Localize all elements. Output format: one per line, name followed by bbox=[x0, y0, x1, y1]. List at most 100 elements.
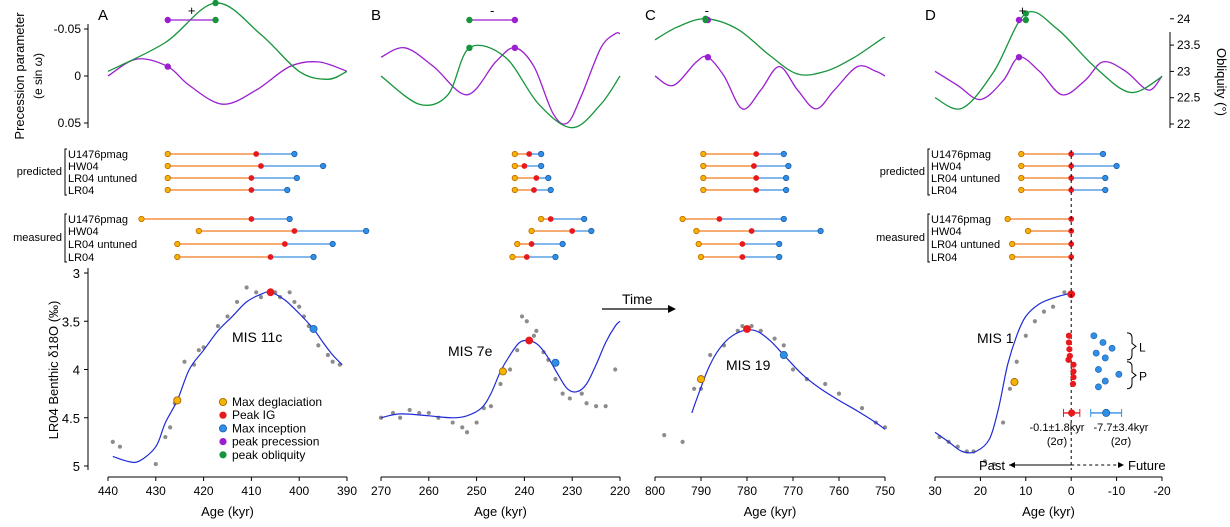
predicted-deglaciation-dot bbox=[1018, 150, 1025, 158]
predicted-model-name: LR04 bbox=[931, 185, 957, 197]
phase-precession-dot bbox=[164, 16, 171, 24]
d18o-axis-label: LR04 Benthic δ18O (‰) bbox=[46, 301, 61, 440]
panel-letter: C bbox=[645, 7, 656, 24]
max-deglaciation-marker bbox=[1010, 378, 1019, 387]
d18o-data-point bbox=[426, 410, 431, 416]
predicted-inception-dot bbox=[319, 162, 327, 170]
predicted-inception-dot bbox=[291, 150, 298, 158]
group-brace-label-L: L bbox=[1139, 340, 1146, 354]
predicted-inception-dot bbox=[1102, 186, 1109, 194]
x-tick-label: -10 bbox=[1108, 484, 1126, 498]
legend-swatch bbox=[218, 424, 227, 433]
precession-curve bbox=[107, 58, 348, 105]
obliquity-peak-marker bbox=[212, 0, 219, 7]
error-sigma: (2σ) bbox=[1111, 436, 1131, 448]
d18o-data-point bbox=[398, 415, 403, 420]
measured-model-name: LR04 bbox=[931, 252, 957, 264]
d18o-tick-label: 3 bbox=[73, 266, 80, 281]
measured-peak-dot bbox=[739, 254, 746, 260]
d18o-data-point bbox=[524, 319, 529, 324]
x-tick-label: 410 bbox=[241, 484, 261, 498]
d18o-data-point bbox=[1014, 359, 1019, 364]
predicted-deglaciation-dot bbox=[164, 150, 171, 158]
obliquity-tick-label: 22.5 bbox=[1177, 91, 1201, 105]
precession-axis-label: Precession parameter bbox=[12, 12, 27, 140]
predicted-inception-point bbox=[1092, 349, 1100, 357]
precession-curve bbox=[380, 32, 621, 125]
measured-inception-dot bbox=[363, 227, 370, 235]
d18o-data-point bbox=[859, 406, 865, 411]
x-tick-label: 270 bbox=[371, 484, 391, 498]
predicted-group-label: predicted bbox=[880, 166, 925, 178]
measured-model-name: U1476pmag bbox=[68, 214, 128, 226]
obliquity-curve bbox=[380, 44, 621, 129]
predicted-inception-dot bbox=[1099, 150, 1107, 158]
predicted-deglaciation-dot bbox=[700, 174, 707, 182]
x-axis-label: Age (kyr) bbox=[1022, 504, 1075, 519]
measured-deglaciation-dot bbox=[174, 240, 181, 248]
legend-swatch bbox=[219, 451, 227, 459]
measured-inception-dot bbox=[581, 215, 588, 223]
measured-deglaciation-dot bbox=[1009, 240, 1016, 248]
measured-deglaciation-dot bbox=[695, 240, 702, 248]
measured-deglaciation-dot bbox=[514, 240, 521, 248]
measured-inception-dot bbox=[329, 240, 336, 248]
predicted-peak-dot bbox=[253, 151, 260, 157]
phase-sign: - bbox=[705, 3, 709, 18]
phase-obliquity-dot bbox=[466, 16, 473, 24]
measured-inception-dot bbox=[588, 227, 595, 235]
time-label: Time bbox=[622, 291, 653, 307]
legend-label: Max inception bbox=[232, 421, 306, 435]
predicted-peak-dot bbox=[1068, 187, 1075, 193]
d18o-tick-label: 4.5 bbox=[62, 411, 80, 426]
legend-label: peak precession bbox=[232, 435, 319, 449]
d18o-fit-curve bbox=[934, 293, 1072, 454]
predicted-model-name: LR04 untuned bbox=[931, 173, 1000, 185]
measured-inception-dot bbox=[776, 253, 783, 261]
predicted-peak-point bbox=[1065, 356, 1072, 363]
predicted-peak-dot bbox=[258, 163, 264, 169]
measured-model-name: HW04 bbox=[68, 226, 99, 238]
predicted-peak-point bbox=[1069, 380, 1077, 388]
predicted-bracket bbox=[927, 148, 930, 196]
x-tick-label: 770 bbox=[783, 484, 803, 498]
max-inception-marker bbox=[551, 358, 560, 367]
d18o-data-point bbox=[560, 391, 565, 396]
legend-swatch bbox=[218, 397, 227, 406]
predicted-inception-dot bbox=[1113, 162, 1120, 170]
measured-peak-dot bbox=[569, 228, 576, 234]
measured-inception-dot bbox=[780, 215, 787, 223]
precession-peak-marker bbox=[164, 63, 171, 70]
d18o-data-point bbox=[254, 290, 259, 295]
d18o-data-point bbox=[168, 425, 173, 430]
measured-peak-dot bbox=[291, 228, 298, 234]
predicted-deglaciation-dot bbox=[511, 174, 518, 182]
x-tick-label: 260 bbox=[419, 484, 439, 498]
d18o-data-point bbox=[215, 323, 221, 329]
d18o-data-point bbox=[153, 461, 158, 467]
measured-deglaciation-dot bbox=[697, 253, 705, 261]
obliquity-curve bbox=[107, 2, 348, 80]
x-tick-label: 790 bbox=[691, 484, 711, 498]
predicted-deglaciation-dot bbox=[700, 150, 707, 158]
measured-deglaciation-dot bbox=[174, 253, 181, 261]
d18o-data-point bbox=[531, 333, 537, 338]
measured-peak-dot bbox=[716, 216, 723, 222]
mis-label: MIS 7e bbox=[448, 343, 493, 359]
measured-inception-dot bbox=[559, 240, 566, 248]
d18o-data-point bbox=[498, 381, 503, 387]
measured-deglaciation-dot bbox=[679, 215, 686, 223]
d18o-data-point bbox=[823, 381, 828, 387]
x-axis-label: Age (kyr) bbox=[201, 504, 254, 519]
d18o-data-point bbox=[225, 314, 230, 319]
past-label: Past bbox=[979, 458, 1005, 473]
measured-deglaciation-dot bbox=[693, 227, 700, 235]
measured-deglaciation-dot bbox=[509, 253, 516, 261]
measured-bracket bbox=[927, 213, 930, 263]
predicted-deglaciation-dot bbox=[511, 150, 518, 158]
x-tick-label: 390 bbox=[337, 484, 357, 498]
d18o-data-point bbox=[662, 433, 667, 438]
